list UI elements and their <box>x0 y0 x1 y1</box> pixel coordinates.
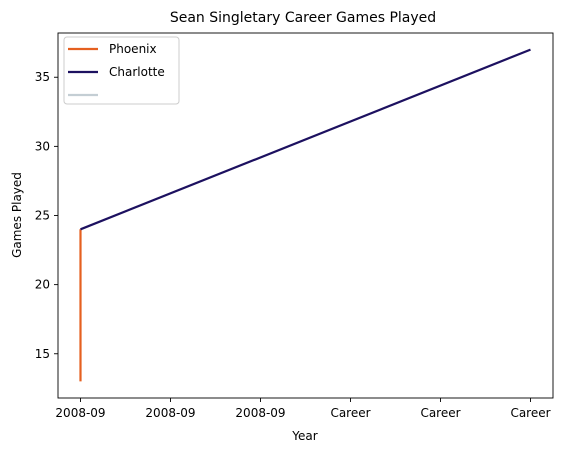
series-line-1 <box>80 48 531 231</box>
y-tick-label: 30 <box>35 139 50 153</box>
x-tick-label: 2008-09 <box>235 406 285 420</box>
x-axis: 2008-09 2008-09 2008-09 Career Career Career <box>55 398 551 420</box>
legend-label: Charlotte <box>109 65 165 79</box>
x-tick-label: Career <box>510 406 550 420</box>
y-tick-label: 20 <box>35 278 50 292</box>
y-axis: 15 20 25 30 35 <box>35 70 58 361</box>
x-tick-label: Career <box>330 406 370 420</box>
x-tick-label: 2008-09 <box>55 406 105 420</box>
x-tick-label: 2008-09 <box>145 406 195 420</box>
chart-title: Sean Singletary Career Games Played <box>170 10 436 26</box>
x-tick-label: Career <box>420 406 460 420</box>
y-tick-label: 25 <box>35 209 50 223</box>
y-tick-label: 35 <box>35 70 50 84</box>
y-axis-label: Games Played <box>10 172 24 258</box>
x-axis-label: Year <box>291 429 317 443</box>
series-layer <box>79 48 531 382</box>
legend: Phoenix Charlotte <box>63 36 180 105</box>
y-tick-label: 15 <box>35 347 50 361</box>
legend-label: Phoenix <box>109 42 157 56</box>
legend-box <box>63 36 180 105</box>
